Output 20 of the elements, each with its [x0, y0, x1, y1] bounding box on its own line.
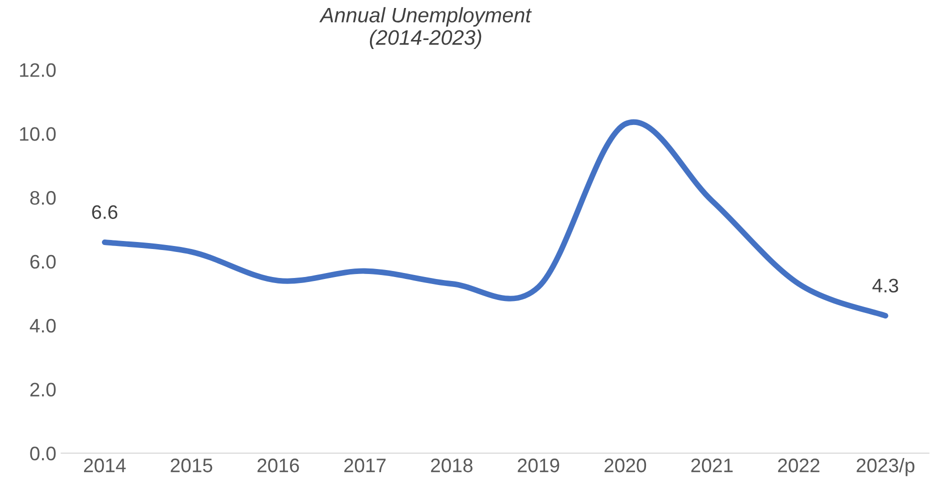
x-tick-label: 2014 — [84, 458, 126, 472]
y-tick-label: 8.0 — [30, 191, 56, 205]
data-label: 4.3 — [872, 278, 898, 292]
x-tick-label: 2022 — [778, 458, 820, 472]
y-tick-label: 2.0 — [30, 382, 56, 397]
x-tick-label: 2017 — [344, 458, 386, 472]
y-tick-label: 12.0 — [20, 63, 56, 77]
x-tick-label: 2019 — [518, 458, 560, 472]
y-tick-label: 6.0 — [30, 254, 56, 269]
y-tick-label: 10.0 — [20, 127, 56, 141]
x-tick-label: 2020 — [604, 458, 646, 472]
y-tick-label: 0.0 — [30, 446, 56, 460]
x-tick-label: 2016 — [258, 458, 299, 472]
x-tick-label: 2023/p — [856, 458, 914, 476]
y-tick-label: 4.0 — [30, 318, 56, 333]
x-tick-label: 2021 — [691, 458, 733, 472]
chart-title: Annual Unemployment (2014-2023) — [319, 7, 532, 50]
x-tick-label: 2018 — [431, 458, 472, 472]
x-tick-label: 2015 — [170, 458, 212, 472]
data-label: 6.6 — [92, 205, 118, 219]
